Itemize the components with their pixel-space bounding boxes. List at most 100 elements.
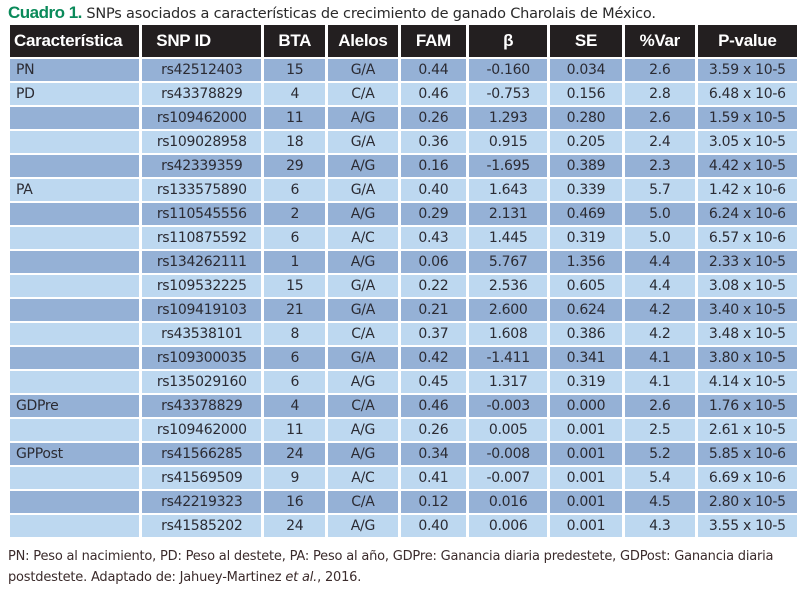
table-cell: rs134262111 bbox=[142, 251, 262, 273]
table-cell: 2.6 bbox=[624, 59, 695, 81]
table-cell: C/A bbox=[328, 323, 398, 345]
table-cell: G/A bbox=[328, 299, 398, 321]
table-cell: G/A bbox=[328, 59, 398, 81]
table-cell: 0.016 bbox=[469, 491, 548, 513]
table-cell: A/G bbox=[328, 155, 398, 177]
table-cell: 1.42 x 10-6 bbox=[697, 179, 797, 201]
table-cell: 3.05 x 10-5 bbox=[697, 131, 797, 153]
table-cell: 8 bbox=[264, 323, 326, 345]
table-cell: -1.695 bbox=[469, 155, 548, 177]
table-cell bbox=[10, 347, 140, 369]
table-cell: A/G bbox=[328, 251, 398, 273]
table-cell: 6 bbox=[264, 179, 326, 201]
table-cell: 0.280 bbox=[550, 107, 622, 129]
table-row: rs135029160 6 A/G 0.45 1.317 0.319 4.1 4.14 x 1… bbox=[10, 371, 797, 393]
table-cell bbox=[10, 275, 140, 297]
table-cell: G/A bbox=[328, 179, 398, 201]
table-row: rs109532225 15 G/A 0.22 2.536 0.605 4.4 3.08 x … bbox=[10, 275, 797, 297]
table-cell: 0.605 bbox=[550, 275, 622, 297]
table-cell: PD bbox=[10, 83, 140, 105]
table-cell: 0.034 bbox=[550, 59, 622, 81]
table-row: GDPre rs43378829 4 C/A 0.46 -0.003 0.000 2.6 1.7… bbox=[10, 395, 797, 417]
table-cell: -0.753 bbox=[469, 83, 548, 105]
table-row: rs42339359 29 A/G 0.16 -1.695 0.389 2.3 4.42 x … bbox=[10, 155, 797, 177]
table-cell: 0.001 bbox=[550, 419, 622, 441]
table-cell: 15 bbox=[264, 59, 326, 81]
table-cell: 15 bbox=[264, 275, 326, 297]
column-header: FAM bbox=[400, 25, 467, 57]
table-cell: 2.600 bbox=[469, 299, 548, 321]
table-cell bbox=[10, 251, 140, 273]
table-cell: A/C bbox=[328, 467, 398, 489]
column-header: Alelos bbox=[328, 25, 398, 57]
table-cell: -0.008 bbox=[469, 443, 548, 465]
table-cell: 3.55 x 10-5 bbox=[697, 515, 797, 537]
table-cell: 2.131 bbox=[469, 203, 548, 225]
table-cell: 5.4 bbox=[624, 467, 695, 489]
caption-label: Cuadro 1. bbox=[8, 3, 82, 22]
table-cell: rs109462000 bbox=[142, 107, 262, 129]
table-cell: A/G bbox=[328, 515, 398, 537]
table-cell: 5.85 x 10-6 bbox=[697, 443, 797, 465]
table-cell: 0.06 bbox=[400, 251, 467, 273]
table-cell: 0.46 bbox=[400, 395, 467, 417]
table-cell bbox=[10, 467, 140, 489]
table-row: rs110545556 2 A/G 0.29 2.131 0.469 5.0 6.24 x 1… bbox=[10, 203, 797, 225]
table-row: rs43538101 8 C/A 0.37 1.608 0.386 4.2 3.48 x 10… bbox=[10, 323, 797, 345]
table-cell: 4.1 bbox=[624, 347, 695, 369]
table-cell: -1.411 bbox=[469, 347, 548, 369]
table-cell: rs110545556 bbox=[142, 203, 262, 225]
table-cell: 4.2 bbox=[624, 323, 695, 345]
table-cell: 1.317 bbox=[469, 371, 548, 393]
table-row: rs41585202 24 A/G 0.40 0.006 0.001 4.3 3.55 x 1… bbox=[10, 515, 797, 537]
table-cell: 2.4 bbox=[624, 131, 695, 153]
table-cell: G/A bbox=[328, 131, 398, 153]
table-cell: 5.767 bbox=[469, 251, 548, 273]
table-cell: 2.536 bbox=[469, 275, 548, 297]
table-cell: 2.61 x 10-5 bbox=[697, 419, 797, 441]
table-cell: 0.000 bbox=[550, 395, 622, 417]
table-cell: rs43378829 bbox=[142, 395, 262, 417]
table-cell: 1 bbox=[264, 251, 326, 273]
table-cell: C/A bbox=[328, 83, 398, 105]
table-cell: 6 bbox=[264, 227, 326, 249]
table-cell: C/A bbox=[328, 491, 398, 513]
table-footnote: PN: Peso al nacimiento, PD: Peso al dest… bbox=[8, 546, 798, 588]
table-cell: rs41569509 bbox=[142, 467, 262, 489]
table-row: rs110875592 6 A/C 0.43 1.445 0.319 5.0 6.57 x 1… bbox=[10, 227, 797, 249]
table-cell: 0.21 bbox=[400, 299, 467, 321]
table-cell: 6 bbox=[264, 371, 326, 393]
table-cell: rs109419103 bbox=[142, 299, 262, 321]
table-cell: -0.007 bbox=[469, 467, 548, 489]
table-cell: 24 bbox=[264, 515, 326, 537]
column-header: SNP ID bbox=[142, 25, 262, 57]
table-cell: 11 bbox=[264, 419, 326, 441]
table-cell: 2.8 bbox=[624, 83, 695, 105]
table-header-row: Característica SNP ID BTA Alelos FAM β SE %Var P… bbox=[10, 25, 797, 57]
table-cell: A/G bbox=[328, 107, 398, 129]
column-header: Característica bbox=[10, 25, 140, 57]
table-cell: 6.48 x 10-6 bbox=[697, 83, 797, 105]
table-cell: rs42219323 bbox=[142, 491, 262, 513]
table-cell: A/G bbox=[328, 443, 398, 465]
table-cell: 0.26 bbox=[400, 419, 467, 441]
table-cell: 1.608 bbox=[469, 323, 548, 345]
column-header: β bbox=[469, 25, 548, 57]
table-cell: 0.12 bbox=[400, 491, 467, 513]
footnote-etal: et al. bbox=[285, 570, 318, 585]
table-cell bbox=[10, 371, 140, 393]
table-cell: 0.339 bbox=[550, 179, 622, 201]
table-cell: 2.3 bbox=[624, 155, 695, 177]
table-cell: 0.29 bbox=[400, 203, 467, 225]
table-cell: rs41566285 bbox=[142, 443, 262, 465]
table-cell: 0.005 bbox=[469, 419, 548, 441]
table-cell: 0.386 bbox=[550, 323, 622, 345]
table-cell: -0.160 bbox=[469, 59, 548, 81]
table-cell: rs109462000 bbox=[142, 419, 262, 441]
table-cell bbox=[10, 203, 140, 225]
table-cell: 9 bbox=[264, 467, 326, 489]
table-cell: 0.42 bbox=[400, 347, 467, 369]
table-cell: 1.293 bbox=[469, 107, 548, 129]
table-cell: rs42512403 bbox=[142, 59, 262, 81]
table-cell: PA bbox=[10, 179, 140, 201]
